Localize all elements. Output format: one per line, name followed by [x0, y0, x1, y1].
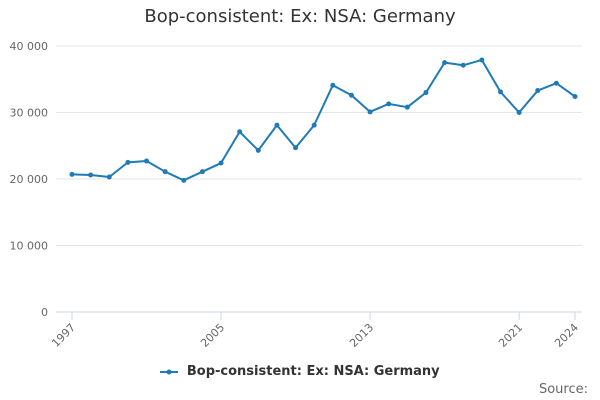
y-tick-label: 40 000: [10, 40, 49, 53]
x-tick-label: 2024: [552, 321, 581, 350]
data-point[interactable]: [516, 110, 522, 115]
y-tick-label: 30 000: [10, 107, 49, 120]
data-point[interactable]: [423, 90, 429, 96]
x-axis-ticks: 1997 2005 2013 2021 2024: [49, 312, 581, 350]
data-point[interactable]: [367, 109, 373, 115]
data-point[interactable]: [181, 177, 187, 183]
data-point[interactable]: [69, 171, 75, 177]
data-point[interactable]: [162, 169, 168, 175]
data-point[interactable]: [479, 57, 485, 63]
source-label: Source:: [538, 382, 588, 397]
x-tick-label: 1997: [49, 321, 78, 350]
y-axis-ticks: 0 10 000 20 000 30 000 40 000: [10, 40, 49, 319]
series-layer: [69, 57, 578, 183]
data-point[interactable]: [237, 129, 243, 135]
data-point[interactable]: [88, 172, 94, 178]
data-point[interactable]: [460, 62, 466, 68]
data-point[interactable]: [255, 147, 261, 153]
y-tick-label: 20 000: [10, 173, 49, 186]
series-line: [71, 58, 576, 182]
legend-label: Bop-consistent: Ex: NSA: Germany: [186, 364, 440, 379]
data-point[interactable]: [218, 160, 224, 166]
data-point[interactable]: [125, 159, 131, 165]
data-point[interactable]: [442, 60, 448, 66]
data-point[interactable]: [274, 122, 280, 128]
legend-swatch: [160, 369, 179, 374]
x-tick-label: 2005: [198, 321, 227, 350]
data-point[interactable]: [348, 92, 354, 98]
data-point[interactable]: [572, 94, 578, 100]
data-point[interactable]: [404, 104, 410, 110]
data-point[interactable]: [199, 169, 205, 175]
x-tick-label: 2021: [496, 321, 525, 350]
data-point[interactable]: [311, 122, 317, 128]
data-point[interactable]: [330, 82, 336, 88]
data-point[interactable]: [293, 145, 299, 151]
y-tick-label: 0: [41, 306, 48, 319]
y-tick-label: 10 000: [10, 240, 49, 253]
data-point[interactable]: [497, 89, 503, 95]
x-tick-label: 2013: [347, 321, 376, 350]
legend[interactable]: Bop-consistent: Ex: NSA: Germany: [0, 364, 600, 379]
data-point[interactable]: [106, 174, 112, 180]
data-point[interactable]: [386, 101, 392, 107]
data-point[interactable]: [535, 88, 541, 94]
data-point[interactable]: [144, 158, 150, 164]
chart-title: Bop-consistent: Ex: NSA: Germany: [144, 6, 456, 27]
data-point[interactable]: [553, 80, 559, 86]
gridlines: [56, 45, 582, 246]
